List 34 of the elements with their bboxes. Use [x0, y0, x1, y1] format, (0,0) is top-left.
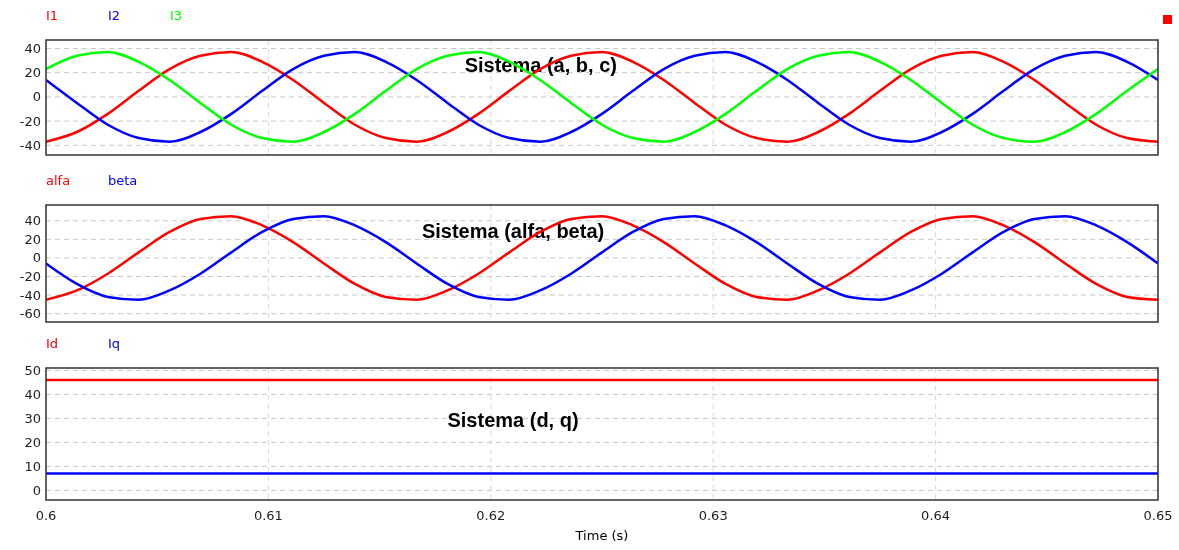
y-tick-label: 50: [24, 362, 41, 378]
y-tick-label: 20: [24, 65, 41, 81]
y-tick-label: 0: [32, 482, 41, 498]
y-tick-label: 20: [24, 231, 41, 247]
x-tick-label: 0.62: [476, 508, 506, 523]
y-tick-label: 10: [24, 458, 41, 474]
line-series: [46, 214, 1158, 301]
y-tick-label: -40: [19, 137, 41, 153]
text: I2: [108, 8, 121, 23]
y-tick-label: -20: [19, 113, 41, 129]
text: I1: [46, 8, 59, 23]
x-tick-label: 0.65: [1143, 508, 1173, 523]
x-tick-label: 0.6: [35, 508, 57, 523]
y-tick-label: 0: [32, 250, 41, 266]
y-tick-label: 0: [32, 89, 41, 105]
text: beta: [108, 173, 138, 188]
text: Id: [46, 336, 59, 351]
y-tick-label: 20: [24, 434, 41, 450]
x-tick-label: 0.64: [921, 508, 951, 523]
text: I3: [170, 8, 183, 23]
y-tick-label: -20: [19, 269, 41, 285]
x-tick-label: 0.63: [698, 508, 728, 523]
line-series: [46, 50, 1158, 143]
annotation: Sistema (d, q): [447, 409, 579, 432]
y-tick-label: -60: [19, 306, 41, 322]
x-axis-title: Time (s): [574, 528, 629, 543]
x-tick-label: 0.61: [253, 508, 283, 523]
y-tick-label: -40: [19, 287, 41, 303]
y-tick-label: 40: [24, 41, 41, 57]
y-tick-label: 30: [24, 410, 41, 426]
y-tick-label: 40: [24, 213, 41, 229]
text: Iq: [108, 336, 121, 351]
text: alfa: [46, 173, 71, 188]
y-tick-label: 40: [24, 386, 41, 402]
